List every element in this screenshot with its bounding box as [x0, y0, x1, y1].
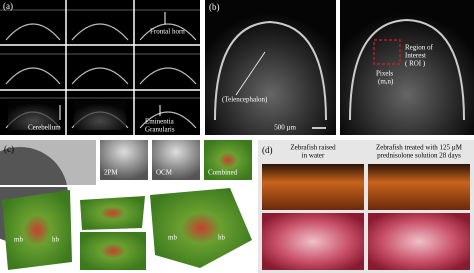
- volume: [80, 196, 145, 230]
- pointer: [235, 51, 266, 96]
- oct-slice: [8, 100, 60, 130]
- panel-label: (a): [3, 1, 13, 11]
- tile-ocm: [152, 140, 200, 180]
- tile-combined: [204, 140, 252, 180]
- oct-image: [262, 164, 364, 210]
- annotation: Granularis: [145, 126, 175, 134]
- annotation: Cerebellum: [28, 124, 61, 132]
- panel-d: (d) Zebrafish raised in water Zebrafish …: [258, 140, 474, 273]
- brain-outline: [214, 18, 465, 121]
- tile-label: 2PM: [104, 169, 118, 177]
- annotation: Eminentia: [145, 118, 175, 126]
- volume: [150, 188, 252, 268]
- oct-image: [340, 0, 474, 135]
- tile-label: Combined: [208, 169, 238, 177]
- annotation: Pixels: [376, 70, 393, 78]
- panel-label: (d): [262, 145, 273, 155]
- histology: [262, 213, 364, 270]
- volume: [2, 190, 72, 270]
- annotation: ( ROI ): [405, 60, 426, 68]
- caption: prednisolone solution 28 days: [377, 152, 461, 160]
- roi-box: [373, 39, 401, 65]
- annotation: (m,n): [378, 78, 394, 86]
- annotation: Region of: [405, 44, 433, 52]
- annotation: Frontal horn: [150, 28, 185, 36]
- panel-c: (c) 2PM OCM Combined mb hb mb hb: [0, 140, 252, 270]
- tile-2pm: [100, 140, 148, 180]
- annotation: Interest: [405, 52, 426, 60]
- caption: in water: [302, 152, 325, 160]
- region-label: mb: [168, 234, 177, 242]
- annotation: (Telencephalon): [222, 96, 268, 104]
- panel-label: (b): [209, 2, 220, 12]
- tile-label: OCM: [156, 169, 173, 177]
- region-label: mb: [14, 236, 23, 244]
- oct-image: [205, 0, 336, 135]
- panel-label: (c): [4, 144, 14, 154]
- volume: [80, 232, 146, 270]
- panel-b: (b) (Telencephalon) 500 µm Region of Int…: [205, 0, 474, 135]
- caption: Zebrafish treated with 125 µM: [376, 144, 463, 152]
- panel-a: (a) Frontal horn Cerebellum Eminentia Gr…: [0, 0, 200, 135]
- divider: [0, 185, 96, 187]
- region-label: hb: [52, 236, 60, 244]
- scale-label: 500 µm: [274, 124, 296, 132]
- histology: [368, 213, 470, 270]
- region-label: hb: [218, 234, 226, 242]
- oct-image: [368, 164, 470, 210]
- oct-slice: [74, 100, 126, 130]
- arrow: [59, 12, 166, 120]
- caption: Zebrafish raised: [290, 144, 336, 152]
